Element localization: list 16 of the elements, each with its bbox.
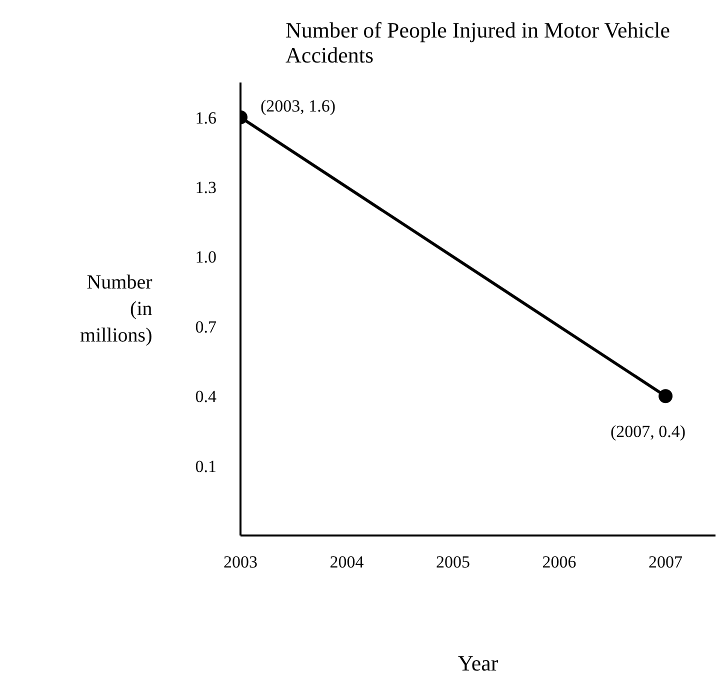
x-axis-title: Year: [458, 650, 499, 676]
y-tick-label: 1.3: [195, 178, 216, 198]
x-tick-label: 2005: [436, 552, 470, 572]
x-tick-label: 2006: [542, 552, 576, 572]
annotation: (2003, 1.6): [260, 96, 336, 116]
y-tick-label: 1.0: [195, 248, 216, 267]
x-tick-label: 2007: [648, 552, 684, 572]
annotation: (2007, 0.4): [610, 422, 686, 442]
y-tick-label: 0.7: [195, 317, 217, 336]
x-tick-label: 2004: [330, 552, 364, 572]
y-tick-label: 0.4: [195, 387, 217, 406]
x-tick-label: 2003: [224, 552, 258, 572]
y-axis-title: Number (in millions): [80, 272, 153, 346]
y-tick-label: 1.6: [195, 108, 216, 128]
chart-title: Number of People Injured in Motor Vehicle Accidents: [286, 18, 670, 68]
y-tick-label: 0.1: [195, 456, 216, 476]
